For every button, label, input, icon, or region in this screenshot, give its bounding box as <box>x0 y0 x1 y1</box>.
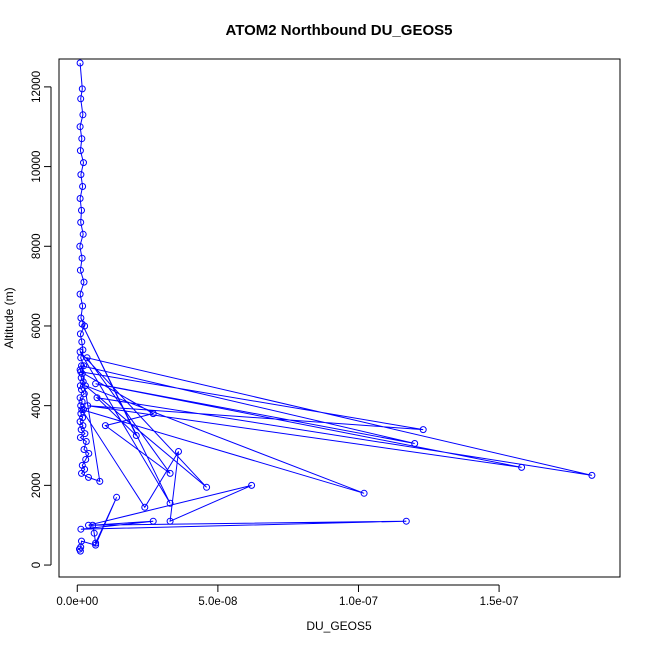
data-point <box>85 521 92 529</box>
data-point <box>76 123 84 131</box>
x-tick-label: 1.5e-07 <box>480 596 519 608</box>
data-point <box>77 171 85 179</box>
data-point <box>419 426 427 434</box>
data-point <box>79 111 87 119</box>
data-point <box>76 147 84 155</box>
y-tick-label: 12000 <box>31 71 43 103</box>
x-axis-label: DU_GEOS5 <box>306 619 372 633</box>
data-point <box>78 206 85 214</box>
data-point <box>80 159 87 167</box>
data-point <box>92 380 100 388</box>
data-point <box>78 406 86 414</box>
data-point <box>92 539 100 547</box>
data-point <box>77 426 85 434</box>
data-point <box>402 517 410 525</box>
y-tick-label: 2000 <box>31 473 43 499</box>
data-point <box>78 398 86 406</box>
data-point <box>77 368 85 376</box>
data-point <box>76 394 84 402</box>
y-axis-label: Altitude (m) <box>2 287 16 348</box>
data-point <box>76 434 84 441</box>
data-point <box>89 521 97 529</box>
series-line <box>78 62 593 552</box>
data-point <box>76 348 84 356</box>
x-tick-label: 5.0e-08 <box>198 596 237 608</box>
data-point <box>77 410 85 418</box>
plot-frame <box>58 58 621 578</box>
y-tick-label: 4000 <box>31 393 43 419</box>
data-point <box>518 463 526 471</box>
data-point <box>78 320 86 328</box>
data-point <box>79 183 87 190</box>
chart-title: ATOM2 Northbound DU_GEOS5 <box>226 22 453 39</box>
data-point <box>79 302 87 310</box>
data-point <box>411 440 419 447</box>
y-axis: 0 2000 4000 6000 8000 10000 12000 <box>31 71 52 568</box>
x-axis: 0.0e+00 5.0e-08 1.0e-07 1.5e-07 <box>56 584 519 608</box>
data-point <box>588 471 596 479</box>
data-point <box>132 432 140 439</box>
data-point <box>80 278 88 286</box>
data-point <box>149 517 157 525</box>
data-point <box>79 422 87 430</box>
data-point <box>166 469 174 477</box>
data-point <box>81 382 89 390</box>
data-point <box>78 338 86 346</box>
y-tick-label: 10000 <box>31 151 43 183</box>
data-point <box>76 59 84 67</box>
data-point <box>78 469 85 477</box>
data-point <box>175 448 182 455</box>
data-point <box>141 503 149 511</box>
data-point <box>80 362 88 370</box>
data-point <box>203 483 211 491</box>
data-point <box>76 195 84 202</box>
x-tick-label: 1.0e-07 <box>339 596 378 608</box>
data-point <box>78 370 86 378</box>
data-point <box>360 489 368 497</box>
data-point <box>166 517 174 525</box>
data-point <box>80 390 88 398</box>
data-point <box>82 438 90 445</box>
data-point <box>149 410 157 418</box>
data-point <box>92 541 100 549</box>
data-point <box>76 242 84 250</box>
data-point <box>81 430 89 438</box>
data-point <box>248 481 256 489</box>
data-point <box>83 354 91 362</box>
data-point <box>76 547 84 555</box>
data-point <box>82 456 90 463</box>
data-point <box>79 230 87 238</box>
data-point <box>78 135 86 143</box>
y-tick-label: 6000 <box>31 313 43 339</box>
data-point <box>77 95 85 103</box>
data-point <box>77 218 85 226</box>
data-point <box>78 254 86 262</box>
x-tick-label: 0.0e+00 <box>56 596 98 608</box>
data-point <box>96 477 104 485</box>
data-point <box>93 394 101 402</box>
data-point <box>76 382 84 390</box>
y-tick-label: 0 <box>31 562 43 568</box>
data-point <box>76 330 84 338</box>
y-tick-label: 8000 <box>31 233 43 259</box>
data-point <box>85 473 92 481</box>
data-point <box>77 525 85 533</box>
data-point <box>166 499 174 507</box>
data-point <box>113 493 121 501</box>
data-point <box>101 422 109 430</box>
data-point <box>84 402 92 410</box>
data-point <box>90 529 98 537</box>
data-point <box>78 461 86 469</box>
data-point <box>78 85 86 93</box>
data-point <box>76 290 84 298</box>
data-point <box>76 266 84 274</box>
plot-area <box>76 59 596 555</box>
data-point <box>80 446 88 453</box>
data-point <box>85 450 93 457</box>
